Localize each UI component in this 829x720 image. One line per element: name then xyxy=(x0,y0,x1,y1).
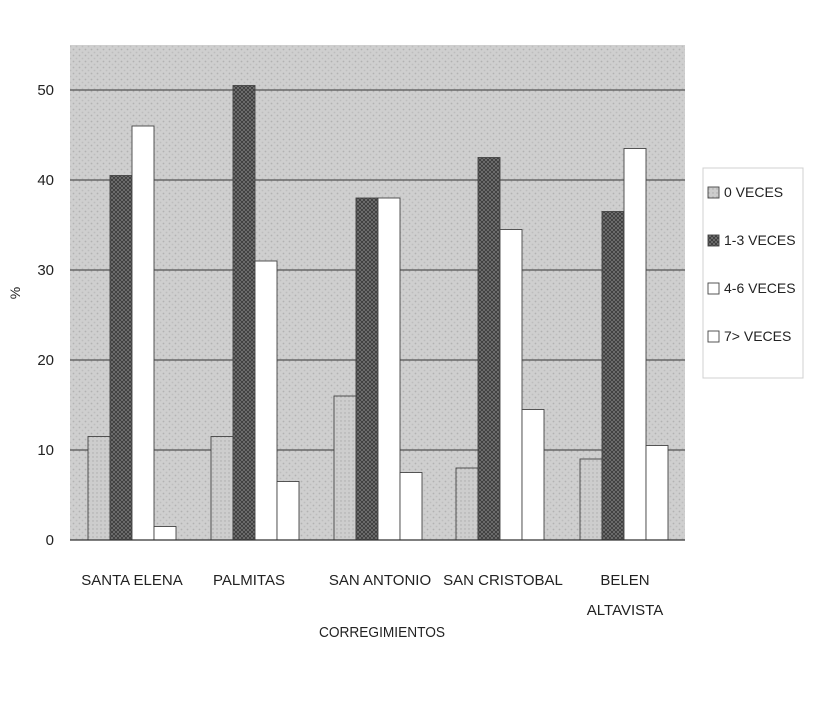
legend-label-3: 4-6 VECES xyxy=(724,280,796,296)
x-axis-title: CORREGIMIENTOS xyxy=(319,624,445,641)
bar-3-series-3 xyxy=(377,197,401,541)
y-tick-label: 50 xyxy=(37,82,54,99)
legend-swatch-3 xyxy=(707,282,720,295)
bar-2-series-2 xyxy=(232,85,256,541)
y-tick-label: 10 xyxy=(37,442,54,459)
x-tick-label: SAN CRISTOBAL xyxy=(443,572,563,589)
x-tick-label: SAN ANTONIO xyxy=(329,572,431,589)
x-tick-label: ALTAVISTA xyxy=(587,602,663,619)
bar-2-series-1 xyxy=(210,436,234,541)
legend-label-2: 1-3 VECES xyxy=(724,232,796,248)
legend-swatch-1 xyxy=(707,186,720,199)
bar-1-series-2 xyxy=(109,175,133,541)
legend-label-4: 7> VECES xyxy=(724,328,791,344)
bar-1-series-3 xyxy=(131,125,155,541)
x-tick-label: PALMITAS xyxy=(213,572,285,589)
bar-1-series-1 xyxy=(87,436,111,541)
bar-4-series-2 xyxy=(477,157,501,541)
legend-label-1: 0 VECES xyxy=(724,184,783,200)
y-tick-label: 30 xyxy=(37,262,54,279)
bar-5-series-4 xyxy=(645,445,669,541)
y-tick-label: 40 xyxy=(37,172,54,189)
bar-4-series-1 xyxy=(455,467,479,541)
bar-3-series-1 xyxy=(333,395,357,541)
bar-4-series-4 xyxy=(521,409,545,541)
bar-1-series-4 xyxy=(153,526,177,541)
bar-3-series-4 xyxy=(399,472,423,541)
x-tick-label: SANTA ELENA xyxy=(81,572,182,589)
bar-5-series-1 xyxy=(579,458,603,541)
legend: 0 VECES 1-3 VECES 4-6 VECES 7> VECES xyxy=(702,167,804,379)
bar-2-series-3 xyxy=(254,260,278,541)
legend-box xyxy=(702,167,804,379)
y-axis-ticks: 0 10 20 30 40 50 xyxy=(37,82,54,549)
x-tick-label: BELEN xyxy=(600,572,649,589)
bar-5-series-3 xyxy=(623,148,647,541)
y-axis-title: % xyxy=(7,287,23,299)
bar-2-series-4 xyxy=(276,481,300,541)
legend-swatch-2 xyxy=(707,234,720,247)
bar-3-series-2 xyxy=(355,197,379,541)
y-tick-label: 0 xyxy=(46,532,54,549)
bar-4-series-3 xyxy=(499,229,523,541)
bar-5-series-2 xyxy=(601,211,625,541)
y-tick-label: 20 xyxy=(37,352,54,369)
x-axis-category-labels: SANTA ELENA PALMITAS SAN ANTONIO SAN CRISTO… xyxy=(81,572,663,619)
legend-swatch-4 xyxy=(707,330,720,343)
